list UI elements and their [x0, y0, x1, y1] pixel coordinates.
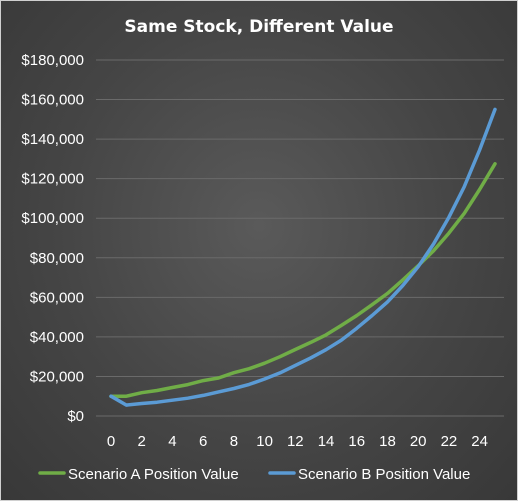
y-axis-ticks: $0 $20,000 $40,000 $60,000 $80,000 $100,000 $1… [21, 52, 84, 425]
x-tick-label: 4 [168, 433, 176, 450]
legend-label: Scenario A Position Value [68, 466, 239, 483]
x-tick-label: 18 [379, 433, 396, 450]
x-tick-label: 22 [441, 433, 458, 450]
x-tick-label: 16 [348, 433, 365, 450]
y-tick-label: $80,000 [30, 250, 84, 267]
series-line-scenario-a [109, 162, 497, 398]
x-tick-label: 2 [138, 433, 146, 450]
y-tick-label: $40,000 [30, 329, 84, 346]
y-tick-label: $160,000 [21, 92, 84, 109]
y-tick-label: $100,000 [21, 210, 84, 227]
x-tick-label: 10 [256, 433, 273, 450]
legend: Scenario A Position Value Scenario B Posi… [38, 466, 470, 483]
series-lines [109, 107, 497, 407]
x-tick-label: 6 [199, 433, 207, 450]
x-tick-label: 12 [287, 433, 304, 450]
x-tick-label: 20 [410, 433, 427, 450]
y-tick-label: $0 [67, 408, 84, 425]
y-tick-label: $180,000 [21, 52, 84, 69]
legend-label: Scenario B Position Value [298, 466, 470, 483]
x-tick-label: 24 [471, 433, 488, 450]
series-line-scenario-b [109, 107, 497, 407]
y-tick-label: $140,000 [21, 131, 84, 148]
y-tick-label: $20,000 [30, 368, 84, 385]
chart-title: Same Stock, Different Value [124, 17, 393, 37]
x-tick-label: 8 [230, 433, 238, 450]
y-tick-label: $60,000 [30, 289, 84, 306]
gridlines [96, 59, 504, 417]
y-tick-label: $120,000 [21, 171, 84, 188]
x-tick-label: 0 [107, 433, 115, 450]
x-axis-ticks: 0 2 4 6 8 10 12 14 16 18 20 22 24 [107, 433, 488, 450]
x-tick-label: 14 [318, 433, 335, 450]
